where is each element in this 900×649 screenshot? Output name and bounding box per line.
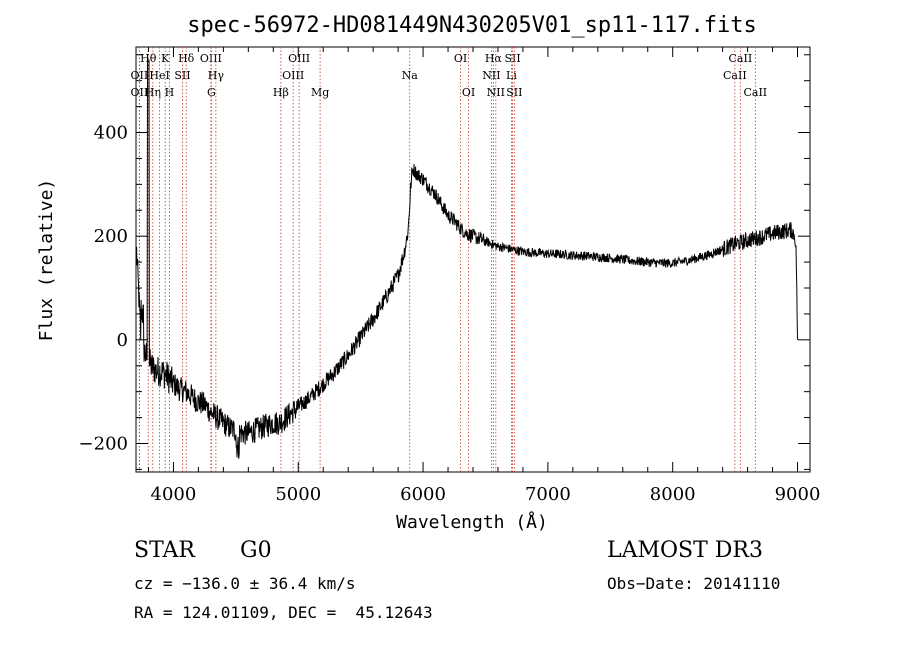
line-marker-label: OIII xyxy=(282,69,304,82)
y-tick-label: 200 xyxy=(94,226,128,247)
redshift-text: cz = −136.0 ± 36.4 km/s xyxy=(134,574,356,593)
line-marker-label: OIII xyxy=(288,52,310,65)
line-marker-label: Hβ xyxy=(273,86,289,99)
x-tick-label: 9000 xyxy=(775,484,821,505)
line-marker-label: Hα xyxy=(485,52,503,65)
coordinates-text: RA = 124.01109, DEC = 45.12643 xyxy=(134,603,433,622)
line-marker-label: CaII xyxy=(723,69,747,82)
line-marker-label: K xyxy=(161,52,170,65)
line-marker-label: SII xyxy=(506,86,522,99)
line-marker-label: OI xyxy=(462,86,475,99)
axes: 4000 5000 6000 7000 8000 9000 −200 0 200 400 xyxy=(79,47,821,505)
y-tick-label: −200 xyxy=(79,433,128,454)
spectrum-series xyxy=(136,59,798,459)
x-tick-label: 7000 xyxy=(525,484,571,505)
chart-title: spec-56972-HD081449N430205V01_sp11-117.f… xyxy=(187,13,757,38)
x-axis-label: Wavelength (Å) xyxy=(396,511,548,533)
line-marker-label: OIII xyxy=(200,52,222,65)
y-axis-label: Flux (relative) xyxy=(36,179,57,342)
line-marker-label: Hδ xyxy=(178,52,195,65)
line-marker-label: CaII xyxy=(729,52,753,65)
line-marker-label: Hγ xyxy=(208,69,225,82)
spectrum-line xyxy=(136,59,798,459)
x-tick-label: 4000 xyxy=(151,484,197,505)
line-marker-label: NII xyxy=(482,69,500,82)
line-marker-label: NII xyxy=(487,86,505,99)
line-marker-label: SII xyxy=(504,52,520,65)
line-marker-label: SII xyxy=(174,69,190,82)
y-tick-label: 400 xyxy=(94,123,128,144)
object-class: STAR xyxy=(134,538,195,563)
line-marker-label: HeI xyxy=(149,69,169,82)
x-tick-label: 8000 xyxy=(650,484,696,505)
object-subclass: G0 xyxy=(240,538,272,563)
plot-frame xyxy=(135,46,811,473)
line-marker-label: Hθ xyxy=(140,52,157,65)
line-marker-label: H xyxy=(165,86,175,99)
x-tick-label: 6000 xyxy=(400,484,446,505)
line-marker-label: Li xyxy=(506,69,517,82)
x-tick-label: 5000 xyxy=(275,484,321,505)
line-marker-label: OI xyxy=(454,52,467,65)
line-marker-label: Na xyxy=(402,69,419,82)
obs-date-text: Obs−Date: 20141110 xyxy=(607,574,781,593)
line-marker-label: Mg xyxy=(311,86,329,99)
y-tick-label: 0 xyxy=(117,330,128,351)
line-marker-label: G xyxy=(207,86,216,99)
line-marker-label: OII xyxy=(131,69,149,82)
survey-name: LAMOST DR3 xyxy=(607,538,763,563)
line-marker-label: CaII xyxy=(743,86,767,99)
